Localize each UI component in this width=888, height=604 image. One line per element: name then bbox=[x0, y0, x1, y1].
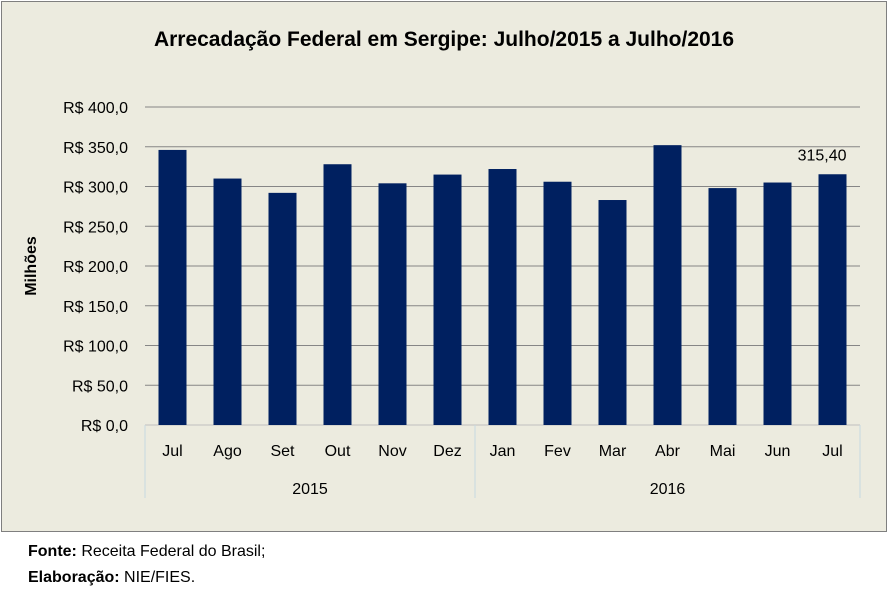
y-tick-label: R$ 100,0 bbox=[63, 339, 128, 356]
chart-title: Arrecadação Federal em Sergipe: Julho/20… bbox=[153, 28, 735, 51]
source-note: Fonte: Receita Federal do Brasil; bbox=[28, 543, 265, 561]
x-tick-label: Mar bbox=[599, 443, 627, 460]
x-tick-label: Mai bbox=[710, 443, 736, 460]
x-tick-label: Ago bbox=[213, 443, 242, 460]
x-tick-label: Abr bbox=[655, 443, 681, 460]
elaboration-text: NIE/FIES. bbox=[119, 569, 196, 586]
bar bbox=[653, 145, 682, 425]
source-text: Receita Federal do Brasil; bbox=[76, 543, 266, 560]
y-tick-label: R$ 0,0 bbox=[81, 418, 128, 435]
bar bbox=[543, 181, 572, 425]
x-tick-label: Set bbox=[270, 443, 295, 460]
bar bbox=[598, 200, 627, 425]
elaboration-note: Elaboração: NIE/FIES. bbox=[28, 569, 195, 587]
y-tick-label: R$ 400,0 bbox=[63, 100, 128, 117]
bar bbox=[763, 182, 792, 425]
x-tick-label: Jul bbox=[822, 443, 842, 460]
x-tick-label: Jan bbox=[490, 443, 516, 460]
y-tick-label: R$ 50,0 bbox=[72, 378, 128, 395]
x-tick-label: Jun bbox=[765, 443, 791, 460]
bar bbox=[213, 178, 242, 425]
y-tick-label: R$ 200,0 bbox=[63, 259, 128, 276]
y-axis-label: Milhões bbox=[23, 236, 40, 296]
bar bbox=[818, 174, 847, 425]
bar bbox=[268, 192, 297, 425]
x-tick-label: Dez bbox=[433, 443, 461, 460]
x-tick-label: Nov bbox=[378, 443, 406, 460]
bar bbox=[433, 174, 462, 425]
group-label: 2015 bbox=[292, 481, 328, 498]
bar bbox=[378, 183, 407, 425]
bar bbox=[488, 169, 517, 425]
y-tick-label: R$ 250,0 bbox=[63, 219, 128, 236]
bar bbox=[158, 149, 187, 425]
bar bbox=[708, 188, 737, 425]
elaboration-label: Elaboração: bbox=[28, 569, 120, 586]
x-tick-label: Out bbox=[325, 443, 351, 460]
data-label: 315,40 bbox=[798, 147, 847, 164]
y-tick-label: R$ 300,0 bbox=[63, 180, 128, 197]
x-tick-label: Jul bbox=[162, 443, 182, 460]
source-label: Fonte: bbox=[28, 543, 77, 560]
y-tick-label: R$ 350,0 bbox=[63, 140, 128, 157]
bar bbox=[323, 164, 352, 426]
group-label: 2016 bbox=[650, 481, 686, 498]
y-tick-label: R$ 150,0 bbox=[63, 299, 128, 316]
x-tick-label: Fev bbox=[544, 443, 571, 460]
bar-chart: R$ 0,0 R$ 50,0 R$ 100,0 R$ 150,0 R$ 200,0 R$ … bbox=[23, 100, 861, 498]
